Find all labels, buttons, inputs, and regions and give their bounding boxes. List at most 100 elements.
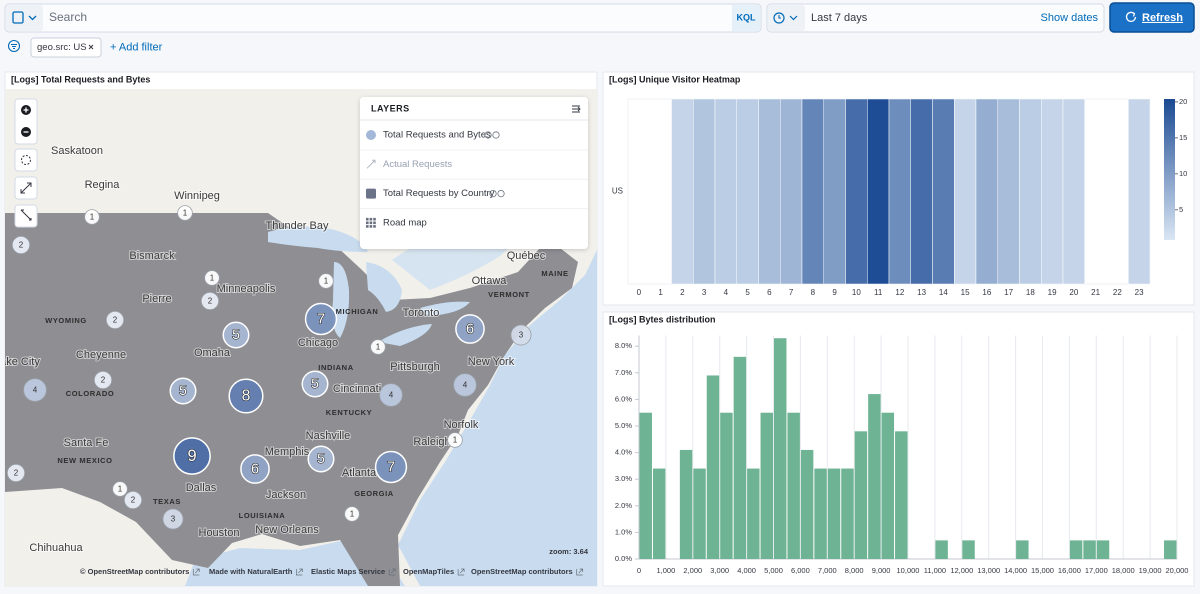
bar[interactable]: [881, 412, 895, 559]
bar[interactable]: [639, 412, 652, 559]
bar[interactable]: [868, 394, 881, 559]
layer-name[interactable]: Road map: [383, 217, 427, 228]
bar[interactable]: [814, 468, 827, 559]
heatmap-cell[interactable]: [910, 98, 933, 285]
heatmap-cell[interactable]: [845, 98, 868, 285]
cluster[interactable]: [177, 205, 193, 221]
bar[interactable]: [1096, 540, 1110, 559]
heatmap-cell[interactable]: [888, 98, 911, 285]
bar[interactable]: [1069, 540, 1083, 559]
bar[interactable]: [841, 468, 854, 559]
heatmap-cell[interactable]: [997, 98, 1020, 285]
saved-query-button[interactable]: [6, 5, 43, 31]
attribution[interactable]: Elastic Maps Service: [311, 567, 385, 576]
quick-menu-button[interactable]: [768, 5, 805, 31]
cluster[interactable]: [240, 454, 270, 484]
heatmap-cell[interactable]: [1062, 98, 1085, 285]
bar[interactable]: [720, 412, 733, 559]
heatmap-cell[interactable]: [671, 98, 694, 285]
cluster[interactable]: [173, 437, 211, 475]
layer-name[interactable]: Total Requests by Country: [383, 188, 495, 199]
bar[interactable]: [827, 468, 841, 559]
cluster[interactable]: [23, 378, 47, 402]
bar[interactable]: [652, 468, 666, 559]
cluster[interactable]: [344, 506, 360, 522]
layer-name[interactable]: Actual Requests: [383, 159, 452, 170]
bar[interactable]: [854, 431, 868, 559]
search-box[interactable]: [4, 3, 762, 33]
kql-button[interactable]: [732, 5, 760, 31]
filter-pill-label[interactable]: geo.src: US: [37, 42, 87, 53]
attribution[interactable]: OpenMapTiles: [403, 567, 454, 576]
cluster[interactable]: [123, 490, 143, 510]
cluster[interactable]: [228, 378, 264, 414]
cluster[interactable]: [6, 463, 26, 483]
bar[interactable]: [760, 412, 773, 559]
cluster[interactable]: [307, 445, 335, 473]
attribution[interactable]: OpenStreetMap contributors: [471, 567, 573, 576]
heatmap-cell[interactable]: [1041, 98, 1064, 285]
draw-tool-button[interactable]: [14, 204, 38, 228]
cluster[interactable]: [200, 291, 220, 311]
cluster[interactable]: [447, 432, 463, 448]
heatmap-cell[interactable]: [693, 98, 716, 285]
cluster[interactable]: [93, 370, 113, 390]
heatmap-cell[interactable]: [801, 98, 824, 285]
cluster[interactable]: [318, 273, 334, 289]
cluster[interactable]: [204, 270, 220, 286]
heatmap-cell[interactable]: [714, 98, 737, 285]
collapse-icon[interactable]: [572, 105, 581, 113]
bar[interactable]: [679, 449, 693, 559]
heatmap-cell[interactable]: [758, 98, 781, 285]
heatmap-cell[interactable]: [823, 98, 846, 285]
heatmap-cell[interactable]: [975, 98, 998, 285]
bar[interactable]: [693, 468, 706, 559]
cluster[interactable]: [374, 450, 408, 484]
cluster[interactable]: [304, 302, 338, 336]
bar[interactable]: [895, 431, 908, 559]
cluster[interactable]: [169, 377, 197, 405]
cluster[interactable]: [455, 314, 485, 344]
bar[interactable]: [1016, 540, 1029, 559]
cluster[interactable]: [453, 373, 477, 397]
heatmap-cell[interactable]: [736, 98, 759, 285]
refresh-button[interactable]: [1109, 2, 1195, 33]
cluster[interactable]: [112, 481, 128, 497]
show-dates[interactable]: Show dates: [1041, 12, 1099, 24]
bar[interactable]: [800, 449, 814, 559]
cluster[interactable]: [510, 324, 532, 346]
time-range[interactable]: Last 7 days: [811, 12, 868, 24]
bar[interactable]: [787, 412, 800, 559]
bar[interactable]: [706, 375, 720, 559]
add-filter[interactable]: + Add filter: [110, 41, 163, 53]
fit-data-button[interactable]: [14, 148, 38, 172]
heatmap-cell[interactable]: [1019, 98, 1042, 285]
bar[interactable]: [774, 338, 787, 559]
cluster[interactable]: [84, 209, 100, 225]
heatmap-cell[interactable]: [932, 98, 955, 285]
remove-filter-icon[interactable]: [88, 44, 94, 50]
filter-pill[interactable]: [30, 37, 102, 58]
heatmap-cell[interactable]: [1128, 98, 1151, 285]
search-placeholder[interactable]: Search: [49, 10, 87, 24]
layer-name[interactable]: Total Requests and Bytes: [383, 130, 491, 141]
cluster[interactable]: [222, 321, 250, 349]
bar[interactable]: [747, 468, 760, 559]
bar[interactable]: [733, 356, 747, 559]
heatmap-cell[interactable]: [954, 98, 977, 285]
date-picker[interactable]: [766, 3, 1105, 33]
heatmap-cell[interactable]: [780, 98, 803, 285]
cluster[interactable]: [105, 310, 125, 330]
cluster[interactable]: [11, 235, 31, 255]
heatmap-cell[interactable]: [867, 98, 890, 285]
bar[interactable]: [962, 540, 975, 559]
cluster[interactable]: [370, 339, 386, 355]
bar[interactable]: [1164, 540, 1177, 559]
bar[interactable]: [935, 540, 948, 559]
cluster[interactable]: [379, 383, 403, 407]
cluster[interactable]: [162, 508, 184, 530]
cluster[interactable]: [301, 370, 329, 398]
bar[interactable]: [1083, 540, 1096, 559]
filter-menu-icon[interactable]: [7, 39, 21, 53]
attribution[interactable]: © OpenStreetMap contributors: [80, 567, 189, 576]
